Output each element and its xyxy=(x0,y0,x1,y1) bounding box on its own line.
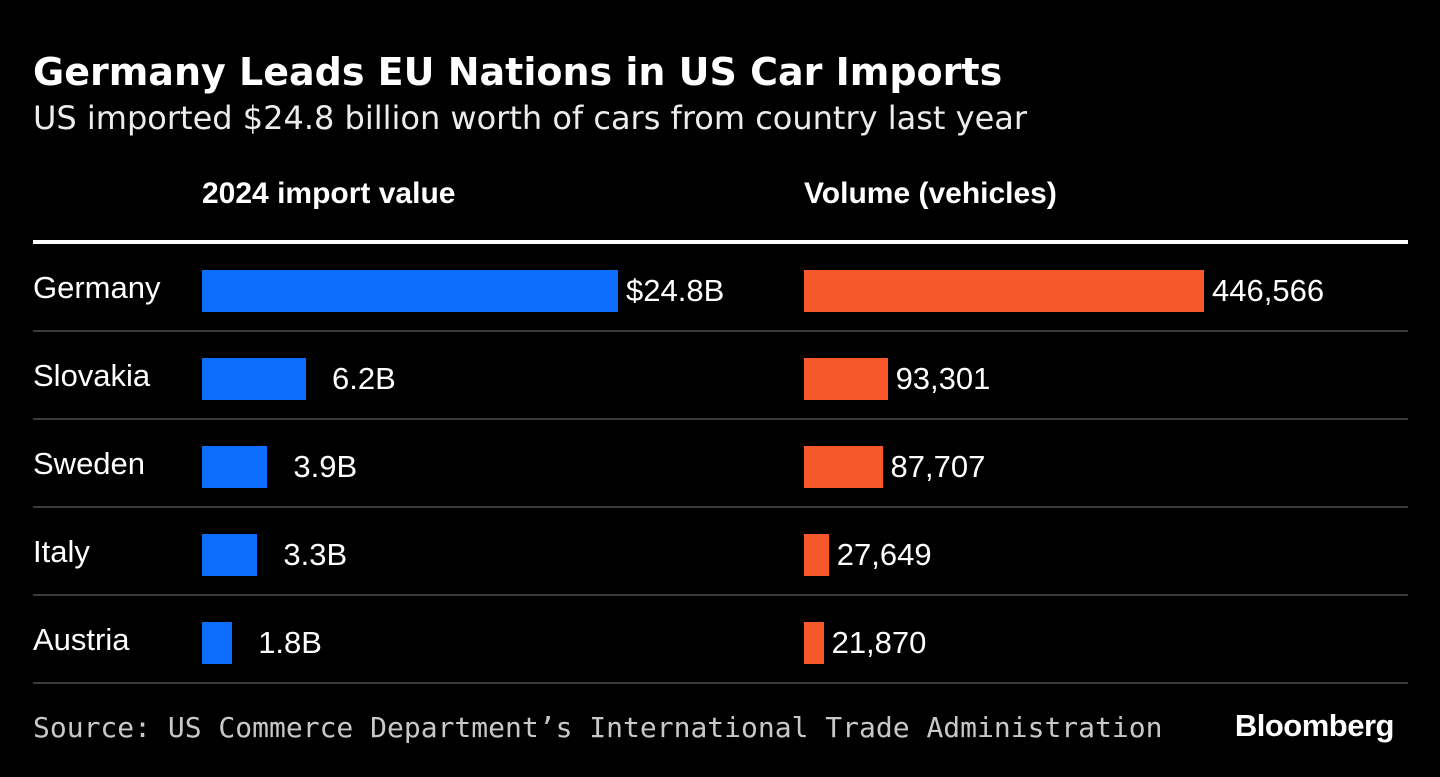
bloomberg-logo: Bloomberg xyxy=(1234,708,1395,743)
country-label: Italy xyxy=(33,534,90,569)
country-label: Sweden xyxy=(33,446,146,481)
country-label: Austria xyxy=(33,622,130,657)
volume-label: 27,649 xyxy=(836,537,932,572)
import-value-bar xyxy=(202,446,268,488)
volume-bar xyxy=(804,622,824,664)
import-value-label: $24.8B xyxy=(626,273,725,308)
volume-label: 87,707 xyxy=(890,449,986,484)
volume-bar xyxy=(804,534,829,576)
country-label: Germany xyxy=(33,270,161,305)
header-rule xyxy=(33,240,1408,244)
import-value-label: 3.9B xyxy=(293,449,358,484)
table-row: Germany $24.8B 446,566 xyxy=(33,244,1408,332)
country-label: Slovakia xyxy=(33,358,151,393)
import-value-label: 6.2B xyxy=(332,361,396,396)
import-value-bar xyxy=(202,358,306,400)
column-header-import-value: 2024 import value xyxy=(202,177,456,210)
volume-label: 21,870 xyxy=(831,625,927,660)
volume-bar xyxy=(804,270,1204,312)
table-row: Italy 3.3B 27,649 xyxy=(33,508,1408,596)
chart-subtitle: US imported $24.8 billion worth of cars … xyxy=(33,99,1028,137)
source-note: Source: US Commerce Department’s Interna… xyxy=(33,711,1163,744)
import-value-bar xyxy=(202,270,618,312)
volume-label: 446,566 xyxy=(1212,273,1325,308)
volume-bar xyxy=(804,358,888,400)
import-value-bar xyxy=(202,534,258,576)
import-value-label: 3.3B xyxy=(283,537,348,572)
volume-bar xyxy=(804,446,883,488)
table-row: Austria 1.8B 21,870 xyxy=(33,596,1408,684)
column-header-volume: Volume (vehicles) xyxy=(804,177,1057,210)
import-value-label: 1.8B xyxy=(258,625,322,660)
table-row: Slovakia 6.2B 93,301 xyxy=(33,332,1408,420)
chart-title: Germany Leads EU Nations in US Car Impor… xyxy=(33,50,1003,94)
volume-label: 93,301 xyxy=(895,361,991,396)
import-value-bar xyxy=(202,622,233,664)
table-row: Sweden 3.9B 87,707 xyxy=(33,420,1408,508)
